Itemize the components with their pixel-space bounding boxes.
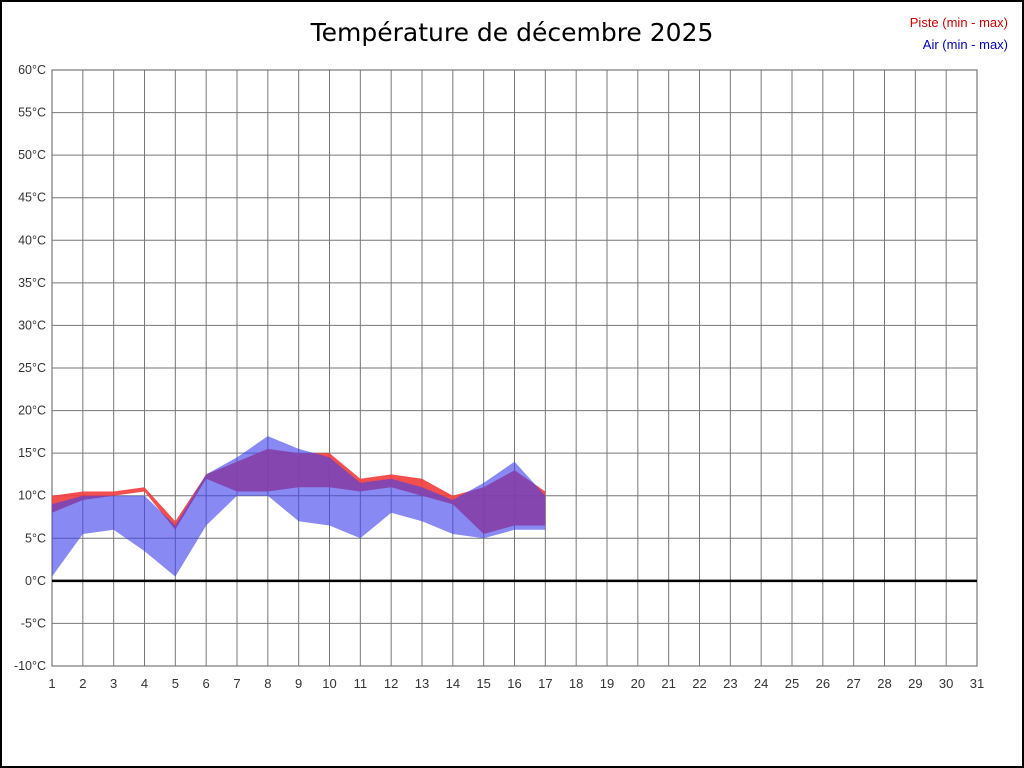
y-tick-label: -5°C — [21, 616, 46, 630]
x-tick-label: 10 — [322, 676, 336, 691]
y-tick-label: 10°C — [18, 489, 46, 503]
legend-item-piste: Piste (min - max) — [909, 15, 1008, 30]
x-tick-label: 9 — [295, 676, 302, 691]
x-tick-label: 15 — [476, 676, 490, 691]
y-tick-label: 55°C — [18, 106, 46, 120]
y-tick-label: 5°C — [25, 531, 46, 545]
y-tick-label: 25°C — [18, 361, 46, 375]
x-tick-label: 31 — [970, 676, 984, 691]
x-tick-label: 13 — [415, 676, 429, 691]
legend-item-air: Air (min - max) — [922, 37, 1008, 52]
legend: Piste (min - max) Air (min - max) — [910, 12, 1008, 56]
y-tick-label: 15°C — [18, 446, 46, 460]
x-tick-label: 7 — [233, 676, 240, 691]
y-tick-label: 35°C — [18, 276, 46, 290]
y-tick-label: 20°C — [18, 404, 46, 418]
air-range-band — [52, 436, 546, 577]
y-tick-label: 50°C — [18, 148, 46, 162]
x-tick-label: 16 — [507, 676, 521, 691]
x-tick-label: 19 — [600, 676, 614, 691]
x-tick-label: 22 — [692, 676, 706, 691]
x-tick-label: 11 — [354, 676, 368, 691]
x-tick-label: 18 — [569, 676, 583, 691]
x-tick-label: 8 — [264, 676, 271, 691]
x-tick-label: 2 — [79, 676, 86, 691]
x-tick-label: 14 — [446, 676, 460, 691]
x-tick-label: 3 — [110, 676, 117, 691]
y-tick-label: 45°C — [18, 191, 46, 205]
x-tick-label: 26 — [816, 676, 830, 691]
x-tick-label: 1 — [48, 676, 55, 691]
y-tick-label: 40°C — [18, 233, 46, 247]
x-tick-label: 25 — [785, 676, 799, 691]
x-tick-label: 4 — [141, 676, 148, 691]
x-tick-label: 23 — [723, 676, 737, 691]
x-tick-label: 24 — [754, 676, 768, 691]
chart-title: Température de décembre 2025 — [310, 18, 714, 47]
y-tick-label: 60°C — [18, 63, 46, 77]
x-tick-label: 30 — [939, 676, 953, 691]
y-tick-label: 30°C — [18, 318, 46, 332]
x-tick-label: 12 — [384, 676, 398, 691]
x-tick-label: 28 — [877, 676, 891, 691]
x-tick-label: 6 — [203, 676, 210, 691]
x-tick-label: 21 — [661, 676, 675, 691]
x-tick-label: 17 — [538, 676, 552, 691]
y-tick-label: -10°C — [14, 659, 46, 673]
x-tick-label: 5 — [172, 676, 179, 691]
y-tick-label: 0°C — [25, 574, 46, 588]
x-tick-label: 29 — [908, 676, 922, 691]
x-tick-label: 27 — [846, 676, 860, 691]
x-tick-label: 20 — [631, 676, 645, 691]
